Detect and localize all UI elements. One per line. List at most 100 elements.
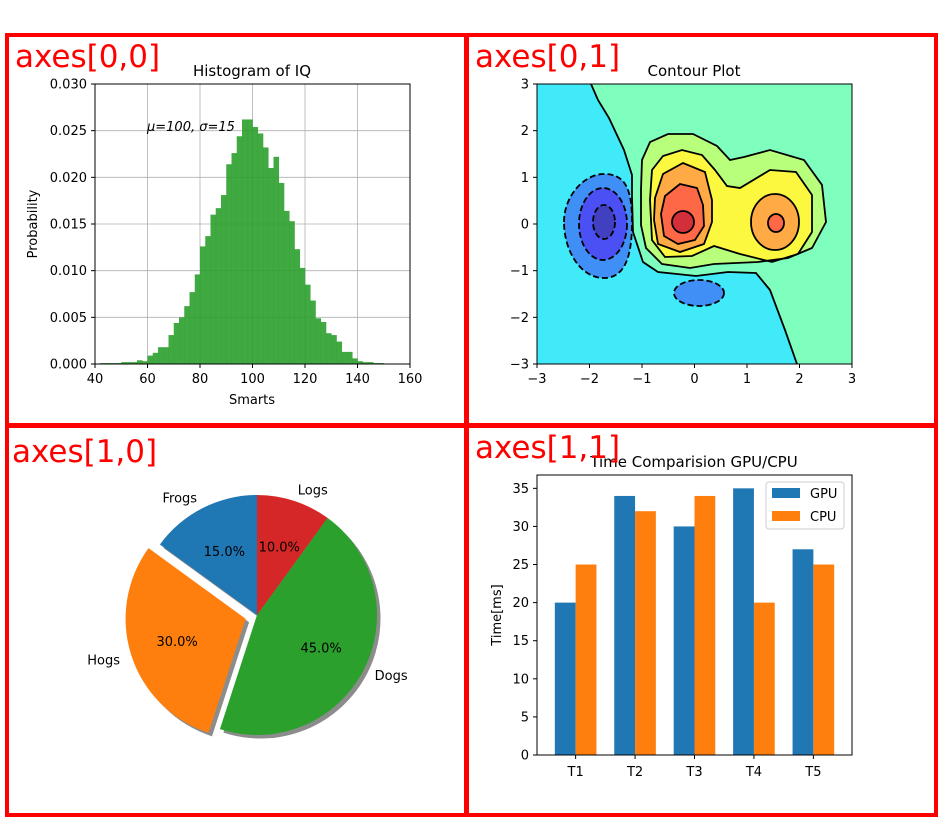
pie-wedge-frogs [159,495,257,615]
histogram-bar [252,126,259,364]
gpu-cpu-chart: T1 T2 T3 T4 T5 0 5 10 15 20 25 30 35 Time Comparisi… [490,453,853,780]
contour-line-2 [649,149,813,263]
histogram-annotation: μ=100, σ=15 [146,120,235,135]
bar-cpu-t5 [813,564,835,755]
histogram-bar [126,362,133,364]
panel-label-1-1: axes[1,1] [475,430,620,466]
histogram-bar [152,352,159,364]
histogram-bar [226,164,232,364]
histogram-x-tick-label: 120 [293,372,318,387]
histogram-bar [268,168,274,364]
histogram-y-tick-label: 0.010 [50,264,87,279]
contour-x-tick-label: 2 [795,372,803,387]
histogram-bar [331,335,337,364]
gpu-cpu-y-ticks: 0 5 10 15 20 25 30 35 [512,482,537,764]
gpu-cpu-y-tick-label: 20 [512,596,529,611]
bar-cpu-t4 [753,602,775,755]
histogram-bar [158,347,164,364]
histogram-bar [294,249,301,364]
histogram-x-tick-label: 40 [87,372,104,387]
contour-fill-neg-3 [593,205,615,239]
histogram-x-tick-label: 80 [192,372,209,387]
gpu-cpu-title: Time Comparision GPU/CPU [589,453,797,471]
pie-pct-label: 10.0% [259,541,300,556]
histogram-bar [273,156,280,364]
pie-category-label: Logs [298,483,328,498]
histogram-bar [315,318,322,364]
legend-gpu-swatch [772,488,800,498]
contour-x-ticks: −3 −2 −1 0 1 2 3 [527,364,856,387]
gpu-cpu-y-tick-label: 15 [512,634,529,649]
histogram-y-tick-label: 0.020 [50,171,87,186]
legend-cpu-swatch [772,511,800,521]
pie-wedge-logs [257,495,328,615]
gpu-cpu-y-tick-label: 25 [512,558,529,573]
bar-gpu-t3 [673,526,695,755]
histogram-bar [289,221,295,364]
contour-fills [537,84,852,364]
histogram-y-tick-label: 0.025 [50,124,87,139]
pie-pct-label: 30.0% [156,635,197,650]
gpu-cpu-y-tick-label: 0 [521,749,529,764]
gpu-cpu-x-tick-label: T1 [567,765,584,780]
histogram-bar [341,351,348,364]
histogram-x-tick-label: 100 [240,372,265,387]
panel-label-0-1: axes[0,1] [475,39,620,75]
histogram-bar [189,292,196,364]
panel-frames [5,33,938,817]
histogram-title: Histogram of IQ [193,62,311,80]
contour-line-3b [750,193,800,251]
histogram-bar [336,341,343,364]
histogram-ylabel: Probability [26,189,41,258]
histogram-bar [179,317,185,364]
histogram-bar [205,236,211,364]
contour-line-1 [640,133,827,269]
contour-x-tick-label: 1 [743,372,751,387]
contour-line-neg-1 [563,173,633,279]
contour-line-neg-3 [592,204,616,240]
contour-x-tick-label: 3 [848,372,856,387]
histogram-bar [242,119,248,364]
bar-cpu-t1 [575,564,597,755]
contour-line-5a [671,210,695,234]
bar-gpu-t1 [554,602,576,755]
histogram-bar [278,182,285,364]
contour-x-tick-label: −3 [527,372,546,387]
contour-y-tick-label: 1 [521,171,529,186]
panel-labels: axes[0,0] axes[0,1] axes[1,0] axes[1,1] [12,39,620,470]
contour-dashed-lines [563,173,725,307]
histogram-bar [320,322,327,364]
histogram-bar [352,358,358,364]
histogram-bar [231,153,238,364]
pie-wedges [125,495,378,735]
contour-x-tick-label: −1 [632,372,651,387]
contour-fill-level-5b [768,214,784,232]
histogram-xlabel: Smarts [229,393,275,408]
bar-gpu-t4 [733,488,754,755]
bar-gpu-t2 [614,495,636,755]
panel-frame-1-1 [465,424,938,817]
contour-y-ticks: −3 −2 −1 0 1 2 3 [510,78,537,373]
histogram-bars [100,119,385,364]
panel-label-1-0: axes[1,0] [12,434,157,470]
gpu-cpu-legend: GPU CPU [765,481,845,530]
histogram-bar [210,214,217,364]
histogram-x-ticks: 40 60 80 100 120 140 160 [87,364,422,387]
histogram-y-tick-label: 0.000 [50,358,87,373]
histogram-bar [221,195,227,364]
histogram-bar [357,361,364,364]
legend-gpu-label: GPU [810,487,837,502]
contour-line-zero-a [590,84,798,364]
histogram-bar [284,210,290,364]
histogram-bar [184,306,190,364]
pie-category-label: Hogs [87,653,120,668]
pie-category-label: Dogs [375,669,408,684]
contour-fill-level-5a [672,211,694,233]
contour-x-tick-label: 0 [690,372,698,387]
histogram-bar [142,361,148,364]
histogram-bar [368,362,374,364]
histogram-bar [299,267,306,364]
contour-y-tick-label: 3 [521,78,529,93]
histogram-bar [121,362,127,364]
contour-x-tick-label: −2 [580,372,599,387]
